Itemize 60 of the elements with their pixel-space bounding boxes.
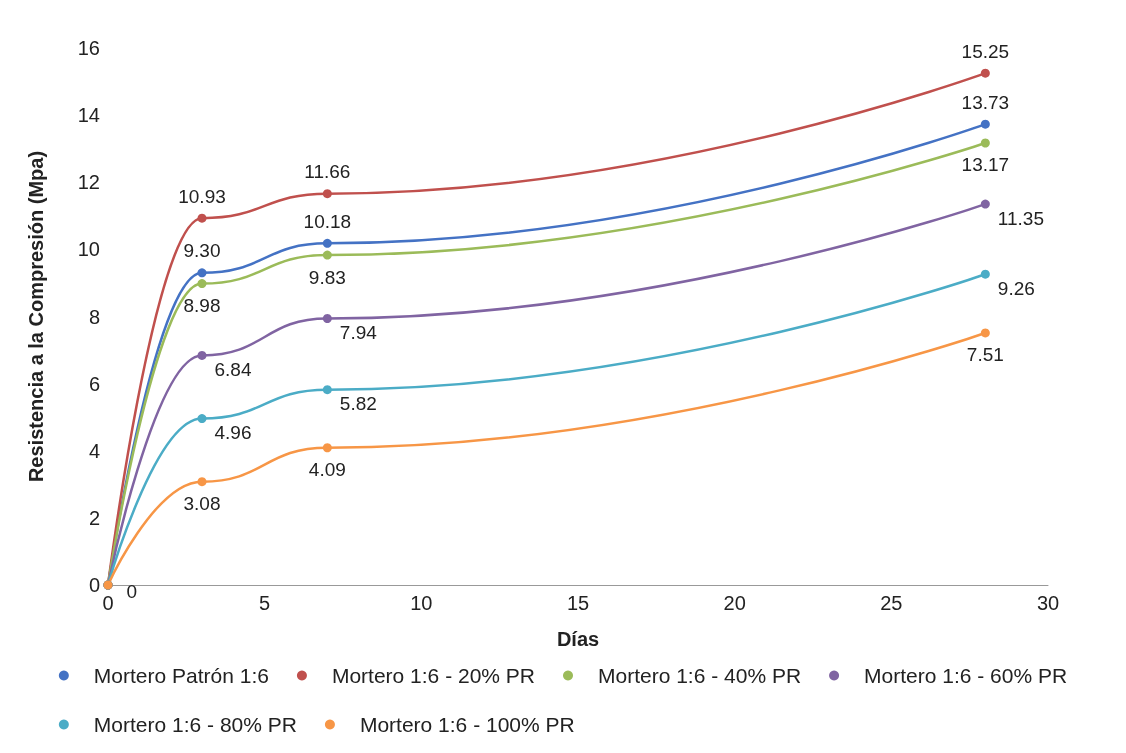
point [197,213,207,223]
data-label: 4.09 [308,459,346,481]
point [980,68,990,78]
x-tick-label: 15 [566,592,590,614]
y-tick-label: 16 [77,37,100,59]
y-axis-title: Resistencia a la Compresión (Mpa) [25,150,47,483]
y-tick-label: 4 [88,439,100,462]
legend-label: Mortero 1:6 - 20% PR [331,664,536,687]
point [322,250,332,260]
data-label: 15.25 [961,40,1010,62]
point [980,269,990,279]
data-label: 3.08 [183,493,221,515]
data-label: 7.94 [339,322,378,344]
point [980,199,990,209]
point [322,189,332,199]
legend-label: Mortero 1:6 - 100% PR [359,713,575,736]
data-label: 9.30 [183,240,221,262]
data-label: 4.96 [214,422,252,444]
y-tick-label: 14 [77,104,100,127]
y-tick-label: 2 [88,506,100,529]
x-tick-label: 20 [723,592,746,614]
data-label: 10.18 [303,210,352,232]
point [980,119,990,129]
point [197,268,207,278]
x-tick-label: 0 [102,592,114,614]
point [197,477,207,487]
data-label: 6.84 [214,358,252,380]
data-label: 10.93 [178,185,226,207]
data-label: 9.26 [997,277,1035,299]
y-tick-label: 6 [88,372,100,395]
data-label: 5.82 [339,393,377,415]
point [322,238,332,248]
legend-label: Mortero 1:6 - 80% PR [93,713,297,736]
data-label: 13.17 [961,154,1010,176]
point [322,385,332,395]
data-label: 11.35 [997,207,1044,229]
y-tick-label: 8 [88,305,100,328]
y-tick-label: 12 [77,171,100,194]
point [980,328,990,338]
point [980,138,990,148]
data-label: 7.51 [966,344,1004,366]
data-label: 9.83 [308,266,346,288]
legend-label: Mortero 1:6 - 40% PR [598,664,802,687]
data-label: 11.66 [304,161,351,183]
point [322,314,332,324]
x-tick-label: 5 [259,592,271,614]
data-label: 13.73 [961,91,1010,113]
legend-label: Mortero Patrón 1:6 [93,664,269,687]
x-axis-title: Días [556,628,600,650]
point [197,414,207,424]
data-label: 8.98 [183,295,221,317]
y-tick-label: 10 [77,238,100,261]
point [197,279,207,289]
point [322,443,332,453]
x-tick-label: 30 [1036,592,1060,614]
legend-label: Mortero 1:6 - 60% PR [864,664,1068,687]
y-tick-label: 0 [88,574,100,596]
x-tick-label: 25 [880,592,903,614]
x-tick-label: 10 [410,592,433,614]
point [197,350,207,360]
